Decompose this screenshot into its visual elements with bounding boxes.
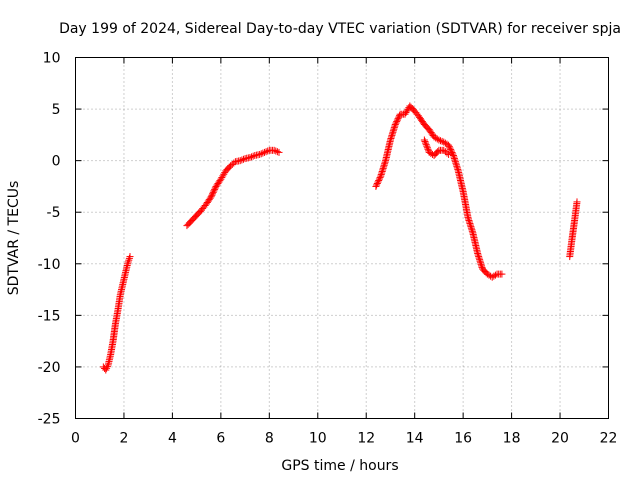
data-point-fill (238, 156, 246, 164)
data-point (372, 182, 380, 190)
data-point-fill (211, 184, 219, 192)
data-point-fill (393, 116, 401, 124)
data-point-fill (209, 188, 217, 196)
data-point (270, 146, 278, 154)
data-point (126, 253, 134, 261)
data-point-fill (443, 149, 451, 157)
data-point (207, 193, 215, 201)
x-tick-label: 16 (454, 431, 472, 447)
y-tick-label: -5 (47, 205, 61, 221)
data-point-fill (438, 137, 446, 145)
y-tick-label: -10 (38, 257, 61, 273)
x-tick-label: 18 (503, 431, 521, 447)
x-tick-label: 22 (600, 431, 618, 447)
data-point (102, 366, 110, 374)
data-point (391, 121, 399, 129)
y-tick-label: -25 (38, 412, 61, 428)
data-point (256, 150, 264, 158)
data-point-fill (422, 139, 430, 147)
y-tick-label: -20 (38, 360, 61, 376)
data-point-fill (211, 185, 219, 193)
data-point (498, 270, 506, 278)
data-point (445, 150, 453, 158)
x-tick-label: 14 (406, 431, 424, 447)
data-point-fill (208, 191, 216, 199)
data-point-fill (446, 144, 454, 152)
x-tick-label: 12 (357, 431, 375, 447)
x-tick-label: 8 (265, 431, 274, 447)
data-point-fill (103, 364, 111, 372)
x-axis-title: GPS time / hours (281, 458, 398, 474)
data-point-fill (491, 271, 499, 279)
data-point-fill (103, 363, 111, 371)
axis-ticks (75, 57, 609, 419)
data-point-fill (375, 175, 383, 183)
data-point-fill (239, 155, 247, 163)
x-tick-label: 0 (71, 431, 80, 447)
y-tick-label: 0 (52, 154, 61, 170)
data-point (435, 136, 443, 144)
data-point-fill (272, 147, 280, 155)
x-tick-label: 20 (551, 431, 569, 447)
plot-frame (75, 57, 609, 419)
data-point-fill (445, 143, 453, 151)
data-point (573, 198, 581, 206)
data-point-fill (210, 187, 218, 195)
data-point-fill (249, 152, 257, 160)
x-tick-label: 6 (216, 431, 225, 447)
data-point-fill (373, 181, 381, 189)
data-point-fill (422, 141, 430, 149)
data-point-fill (375, 177, 383, 185)
data-point-fill (262, 148, 270, 156)
data-point-fill (124, 258, 132, 266)
data-point (420, 136, 428, 144)
x-tick-label: 2 (119, 431, 128, 447)
y-axis-title: SDTVAR / TECUs (6, 181, 22, 296)
data-point-fill (437, 137, 445, 145)
x-tick-label: 4 (168, 431, 177, 447)
data-point (260, 148, 268, 156)
y-tick-label: -15 (38, 308, 61, 324)
data-point-fill (125, 256, 133, 264)
data-point-fill (264, 147, 272, 155)
data-point-fill (125, 254, 133, 262)
data-point-fill (230, 159, 238, 167)
y-tick-label: 10 (43, 51, 61, 67)
data-point (275, 148, 283, 156)
data-point-fill (248, 153, 256, 161)
data-points (99, 102, 581, 374)
data-point (236, 157, 244, 165)
data-point-fill (257, 150, 265, 158)
data-point-fill (209, 190, 217, 198)
data-point-fill (376, 174, 384, 182)
data-point (445, 141, 453, 149)
x-tick-label: 10 (309, 431, 327, 447)
data-point-fill (273, 148, 281, 156)
data-point (124, 260, 132, 268)
grid-lines (75, 57, 609, 419)
data-point-fill (392, 119, 400, 127)
data-point-fill (373, 179, 381, 187)
data-point-fill (395, 113, 403, 121)
data-point-fill (421, 138, 429, 146)
y-tick-labels: -25 -20 -15 -10 -5 0 5 10 (38, 51, 61, 428)
data-point-fill (374, 178, 382, 186)
data-point-fill (423, 142, 431, 150)
data-point (246, 154, 254, 162)
data-point-fill (447, 146, 455, 154)
data-point-fill (259, 149, 267, 157)
data-point-fill (423, 144, 431, 152)
data-point-fill (394, 115, 402, 123)
data-point-fill (433, 135, 441, 143)
y-tick-label: 5 (52, 102, 61, 118)
data-point-fill (206, 194, 214, 202)
data-point-fill (424, 145, 432, 153)
chart-title: Day 199 of 2024, Sidereal Day-to-day VTE… (59, 21, 621, 37)
data-point-fill (393, 118, 401, 126)
x-tick-labels: 0 2 4 6 8 10 12 14 16 18 20 22 (71, 431, 617, 447)
